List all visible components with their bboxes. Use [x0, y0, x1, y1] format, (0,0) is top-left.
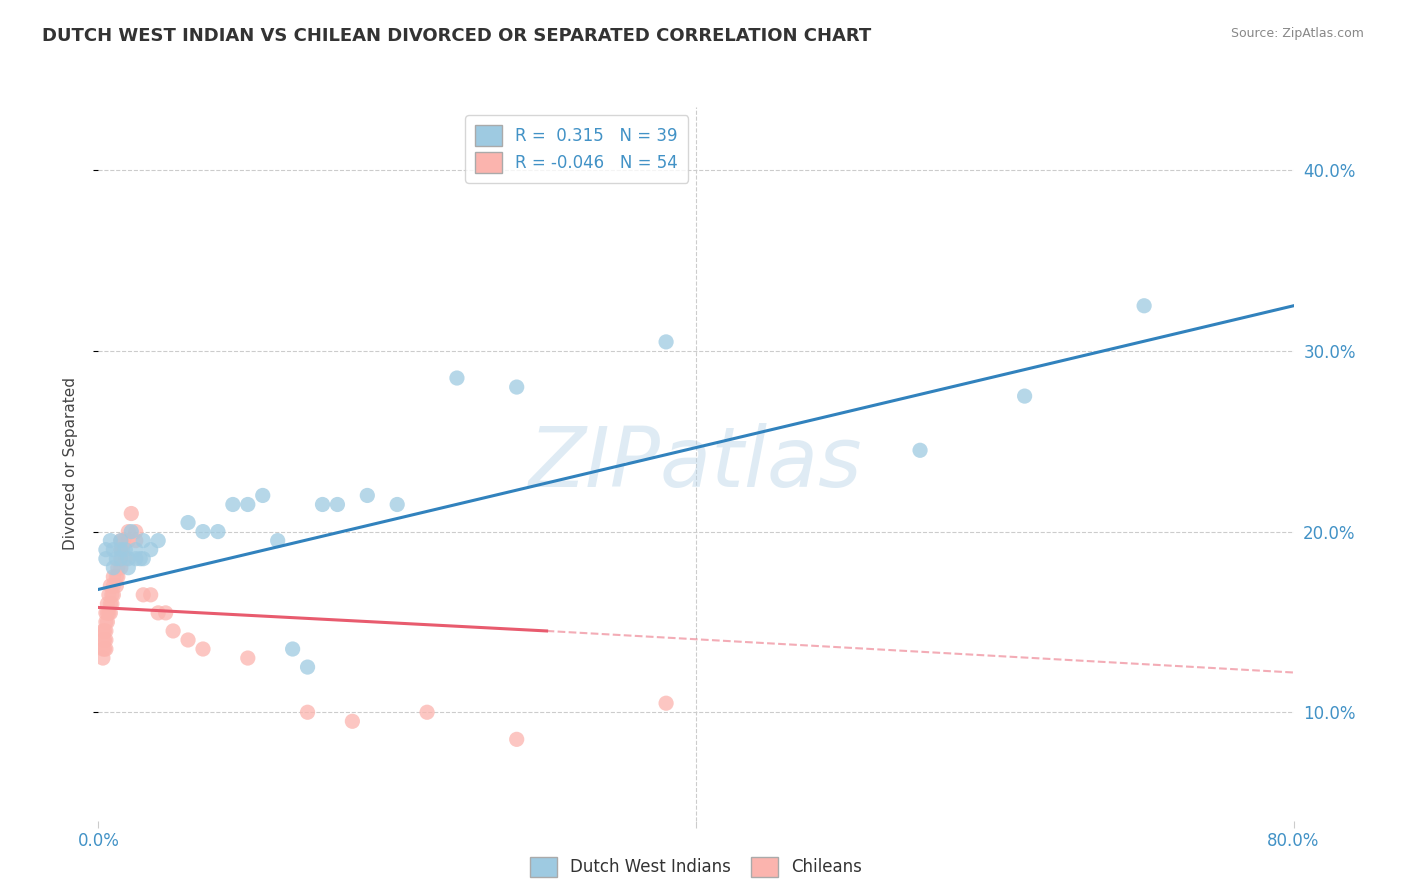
Point: [103, 570, 125, 584]
Text: Source: ZipAtlas.com: Source: ZipAtlas.com: [1230, 27, 1364, 40]
Point: [110, 560, 132, 574]
Point: [111, 542, 134, 557]
Point: [342, 714, 364, 729]
Point: [96, 606, 118, 620]
Point: [93, 632, 115, 647]
Point: [1133, 299, 1156, 313]
Point: [94, 542, 117, 557]
Point: [97, 606, 120, 620]
Point: [177, 516, 200, 530]
Point: [93, 624, 115, 638]
Point: [148, 533, 170, 548]
Point: [191, 524, 214, 539]
Point: [110, 533, 132, 548]
Point: [236, 651, 259, 665]
Point: [110, 551, 132, 566]
Point: [100, 533, 122, 548]
Point: [94, 632, 117, 647]
Point: [110, 551, 132, 566]
Point: [446, 371, 468, 385]
Point: [91, 651, 114, 665]
Point: [177, 632, 200, 647]
Point: [132, 551, 155, 566]
Point: [236, 498, 259, 512]
Point: [148, 606, 170, 620]
Point: [100, 597, 122, 611]
Point: [117, 551, 139, 566]
Point: [117, 524, 139, 539]
Point: [91, 632, 114, 647]
Point: [162, 624, 184, 638]
Point: [94, 606, 117, 620]
Point: [191, 642, 214, 657]
Point: [117, 560, 139, 574]
Point: [1014, 389, 1036, 403]
Point: [125, 533, 148, 548]
Point: [908, 443, 931, 458]
Point: [117, 533, 139, 548]
Point: [125, 542, 148, 557]
Point: [129, 551, 152, 566]
Text: ZIPatlas: ZIPatlas: [529, 424, 863, 504]
Point: [252, 488, 274, 502]
Point: [416, 705, 439, 719]
Point: [101, 597, 124, 611]
Point: [93, 642, 115, 657]
Point: [506, 380, 529, 394]
Point: [103, 579, 125, 593]
Point: [655, 334, 678, 349]
Point: [114, 542, 136, 557]
Point: [91, 642, 114, 657]
Point: [132, 588, 155, 602]
Point: [281, 642, 304, 657]
Point: [139, 542, 162, 557]
Point: [105, 551, 128, 566]
Point: [120, 524, 142, 539]
Point: [110, 542, 132, 557]
Point: [97, 588, 120, 602]
Point: [125, 524, 148, 539]
Point: [100, 606, 122, 620]
Point: [120, 507, 142, 521]
Point: [222, 498, 245, 512]
Point: [96, 597, 118, 611]
Point: [326, 498, 349, 512]
Point: [105, 579, 128, 593]
Y-axis label: Divorced or Separated: Divorced or Separated: [63, 377, 77, 550]
Legend: Dutch West Indians, Chileans: Dutch West Indians, Chileans: [523, 850, 869, 884]
Point: [110, 533, 132, 548]
Point: [125, 551, 148, 566]
Point: [94, 642, 117, 657]
Point: [112, 533, 135, 548]
Point: [91, 624, 114, 638]
Point: [506, 732, 529, 747]
Point: [297, 660, 319, 674]
Point: [132, 533, 155, 548]
Point: [110, 542, 132, 557]
Point: [94, 615, 117, 629]
Point: [385, 498, 409, 512]
Point: [105, 570, 128, 584]
Point: [267, 533, 290, 548]
Point: [356, 488, 378, 502]
Point: [101, 588, 124, 602]
Text: DUTCH WEST INDIAN VS CHILEAN DIVORCED OR SEPARATED CORRELATION CHART: DUTCH WEST INDIAN VS CHILEAN DIVORCED OR…: [42, 27, 872, 45]
Point: [107, 560, 129, 574]
Point: [103, 560, 125, 574]
Point: [94, 624, 117, 638]
Point: [114, 551, 136, 566]
Point: [96, 615, 118, 629]
Point: [297, 705, 319, 719]
Point: [100, 579, 122, 593]
Point: [107, 570, 129, 584]
Point: [94, 551, 117, 566]
Point: [139, 588, 162, 602]
Point: [103, 542, 125, 557]
Point: [207, 524, 229, 539]
Point: [655, 696, 678, 710]
Point: [155, 606, 177, 620]
Point: [311, 498, 333, 512]
Point: [103, 588, 125, 602]
